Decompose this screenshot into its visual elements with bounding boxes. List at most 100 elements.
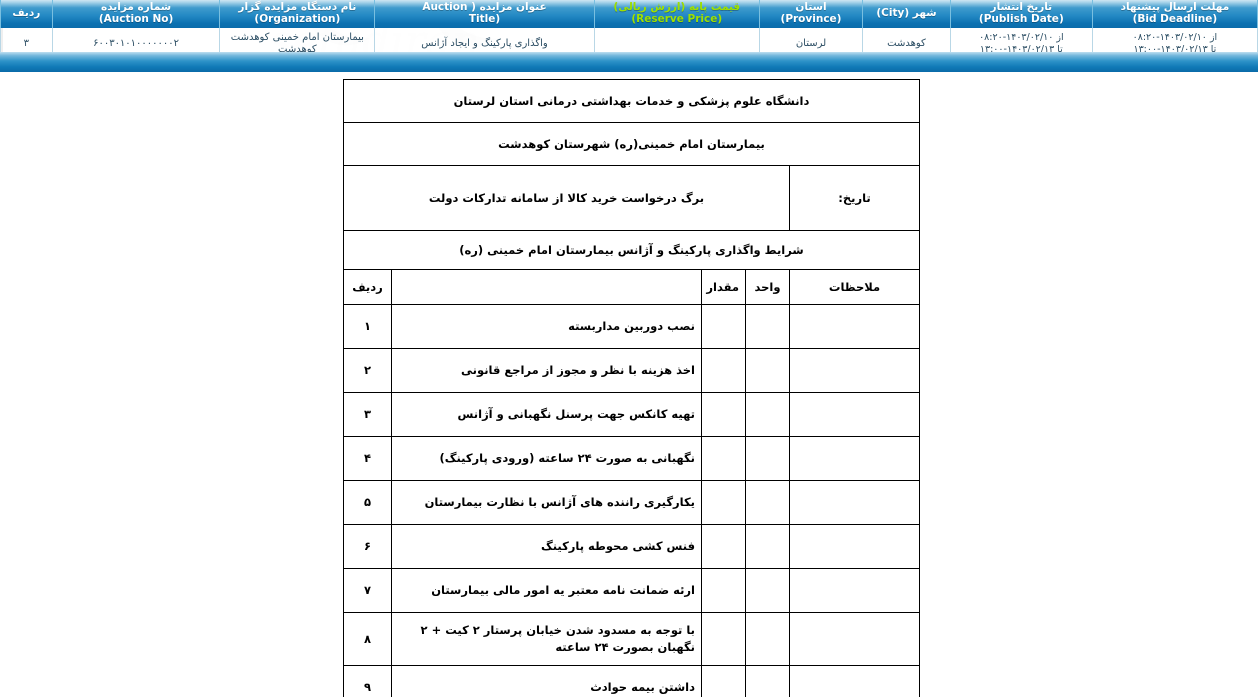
cell-molahezat: [789, 304, 920, 349]
cell-radif: ۶: [342, 524, 393, 569]
header-molahezat: ملاحظات: [789, 269, 920, 305]
banner-header-row: مهلت ارسال پیشنهاد (Bid Deadline) تاریخ …: [0, 0, 1258, 28]
table-row: یکارگیری راننده های آژانس با نظارت بیمار…: [342, 480, 920, 525]
table-row: اخذ هزینه با نظر و مجوز از مراجع قانونی …: [342, 348, 920, 393]
col-bid-deadline: مهلت ارسال پیشنهاد (Bid Deadline): [1091, 0, 1258, 28]
cell-radif: ۹: [342, 665, 393, 697]
header-meghdar: مقدار: [701, 269, 746, 305]
col-province-fa: استان: [795, 1, 827, 13]
header-radif: ردیف: [342, 269, 393, 305]
cell-vahed: [745, 392, 790, 437]
cell-description: تهیه کانکس جهت پرسنل نگهبانی و آژانس: [391, 392, 702, 437]
row-request-title: تاریخ: برگ درخواست خرید کالا از سامانه ت…: [342, 165, 920, 231]
cell-molahezat: [789, 392, 920, 437]
cell-radif: ۴: [342, 436, 393, 481]
row-conditions-title: شرایط واگذاری پارکینگ و آژانس بیمارستان …: [342, 230, 921, 270]
header-vahed: واحد: [745, 269, 790, 305]
cell-molahezat: [789, 436, 920, 481]
cell-meghdar: [701, 480, 746, 525]
col-row-no-fa: ردیف: [12, 6, 41, 19]
cell-vahed: [745, 436, 790, 481]
cell-meghdar: [701, 348, 746, 393]
col-reserve-price-en: (Reserve Price): [631, 12, 723, 25]
cell-vahed: [745, 568, 790, 613]
bid-deadline-to: تا ۱۴۰۳/۰۲/۱۳-۱۳:۰۰: [1133, 44, 1217, 55]
col-title: عنوان مزایده ( Auction (Title: [374, 0, 595, 28]
col-organization-fa: نام دستگاه مزایده گزار: [238, 1, 357, 13]
col-province: استان (Province): [758, 0, 864, 28]
publish-date-to: تا ۱۴۰۳/۰۲/۱۳-۱۳:۰۰: [979, 44, 1063, 55]
cell-molahezat: [789, 612, 920, 666]
col-bid-deadline-en: (Bid Deadline): [1132, 12, 1218, 25]
cell-meghdar: [701, 612, 746, 666]
cell-radif: ۵: [342, 480, 393, 525]
cell-meghdar: [701, 524, 746, 569]
cell-molahezat: [789, 348, 920, 393]
document-table: دانشگاه علوم پزشکی و خدمات بهداشتی درمان…: [342, 79, 921, 697]
cell-meghdar: [701, 436, 746, 481]
cell-molahezat: [789, 524, 920, 569]
col-city: شهر (City): [862, 0, 951, 28]
request-title: برگ درخواست خرید کالا از سامانه تدارکات …: [342, 165, 791, 231]
table-row: تهیه کانکس جهت پرسنل نگهبانی و آژانس ۳: [342, 392, 920, 437]
cell-vahed: [745, 348, 790, 393]
cell-meghdar: [701, 568, 746, 613]
date-label: تاریخ:: [789, 165, 920, 231]
cell-radif: ۲: [342, 348, 393, 393]
auction-banner-table: مهلت ارسال پیشنهاد (Bid Deadline) تاریخ …: [0, 0, 1258, 60]
col-publish-date: تاریخ انتشار (Publish Date): [949, 0, 1093, 28]
cell-radif: ۷: [342, 568, 393, 613]
publish-date-from: از ۱۴۰۳/۰۲/۱۰-۰۸:۲۰: [979, 32, 1064, 43]
cell-description: فنس کشی محوطه پارکینگ: [391, 524, 702, 569]
document-body: دانشگاه علوم پزشکی و خدمات بهداشتی درمان…: [342, 79, 921, 697]
col-publish-date-fa: تاریخ انتشار: [990, 1, 1053, 13]
cell-vahed: [745, 480, 790, 525]
cell-meghdar: [701, 304, 746, 349]
cell-vahed: [745, 612, 790, 666]
cell-vahed: [745, 524, 790, 569]
hospital-title: بیمارستان امام خمینی(ره) شهرستان کوهدشت: [342, 122, 921, 166]
cell-description: نگهبانی به صورت ۲۴ ساعته (ورودی پارکینگ): [391, 436, 702, 481]
header-description: [391, 269, 702, 305]
cell-molahezat: [789, 665, 920, 697]
cell-meghdar: [701, 392, 746, 437]
items-table-header: ملاحظات واحد مقدار ردیف: [342, 269, 920, 305]
table-row: فنس کشی محوطه پارکینگ ۶: [342, 524, 920, 569]
col-city-fa: شهر (City): [876, 6, 937, 19]
col-organization-en: (Organization): [254, 12, 341, 25]
cell-description: با توجه به مسدود شدن خیابان پرستار ۲ کیت…: [391, 612, 702, 666]
col-row-no: ردیف: [0, 0, 53, 28]
table-row: نگهبانی به صورت ۲۴ ساعته (ورودی پارکینگ)…: [342, 436, 920, 481]
col-reserve-price-fa: قیمت پایه (ارزش ریالی): [613, 1, 741, 13]
col-province-en: (Province): [780, 12, 842, 25]
cell-description: اخذ هزینه با نظر و مجوز از مراجع قانونی: [391, 348, 702, 393]
table-row: با توجه به مسدود شدن خیابان پرستار ۲ کیت…: [342, 612, 920, 666]
cell-description: ارئه ضمانت نامه معتبر یه امور مالی بیمار…: [391, 568, 702, 613]
cell-description: نصب دوربین مداربسته: [391, 304, 702, 349]
conditions-title: شرایط واگذاری پارکینگ و آژانس بیمارستان …: [342, 230, 921, 270]
cell-molahezat: [789, 480, 920, 525]
bid-deadline-from: از ۱۴۰۳/۰۲/۱۰-۰۸:۲۰: [1132, 32, 1218, 43]
banner-bottom-bar: [0, 52, 1258, 72]
row-university-title: دانشگاه علوم پزشکی و خدمات بهداشتی درمان…: [342, 79, 921, 123]
col-organization: نام دستگاه مزایده گزار (Organization): [219, 0, 376, 28]
cell-molahezat: [789, 568, 920, 613]
cell-radif: ۸: [342, 612, 393, 666]
col-bid-deadline-fa: مهلت ارسال پیشنهاد: [1120, 1, 1230, 13]
table-row: ارئه ضمانت نامه معتبر یه امور مالی بیمار…: [342, 568, 920, 613]
col-title-fa: عنوان مزایده ( Auction: [422, 1, 547, 13]
col-title-en: (Title: [468, 12, 501, 25]
col-auction-no-en: (Auction No): [98, 12, 174, 25]
table-row: نصب دوربین مداربسته ۱: [342, 304, 920, 349]
table-row: داشتن بیمه حوادث ۹: [342, 665, 920, 697]
col-auction-no: شماره مزایده (Auction No): [51, 0, 221, 28]
cell-description: داشتن بیمه حوادث: [391, 665, 702, 697]
auction-banner: setadiran مهلت ارسال پیشنهاد (Bid Deadli…: [0, 0, 1258, 72]
cell-description: یکارگیری راننده های آژانس با نظارت بیمار…: [391, 480, 702, 525]
cell-meghdar: [701, 665, 746, 697]
col-reserve-price: قیمت پایه (ارزش ریالی) (Reserve Price): [593, 0, 760, 28]
col-auction-no-fa: شماره مزایده: [101, 1, 172, 13]
cell-radif: ۱: [342, 304, 393, 349]
cell-vahed: [745, 665, 790, 697]
row-hospital-title: بیمارستان امام خمینی(ره) شهرستان کوهدشت: [342, 122, 921, 166]
